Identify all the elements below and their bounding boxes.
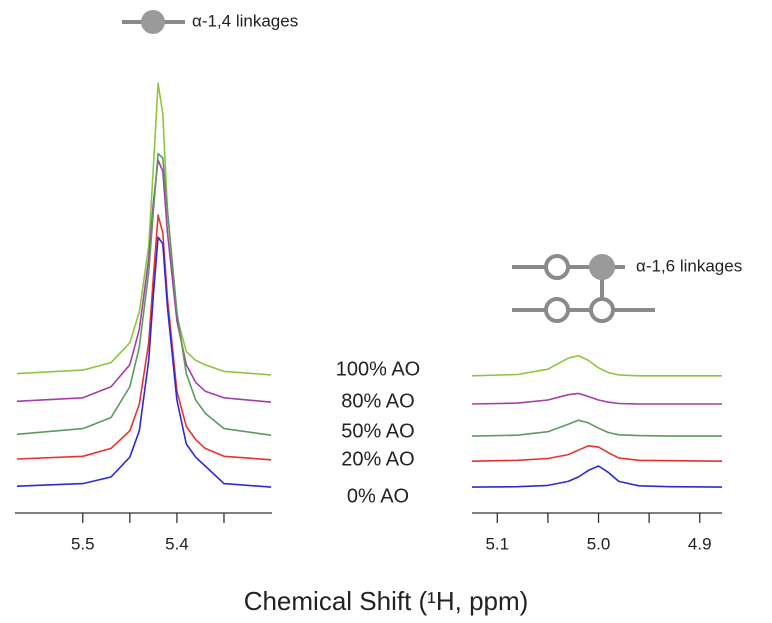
x-tick-label: 4.9 (688, 534, 712, 553)
x-tick-label: 5.1 (485, 534, 509, 553)
x-tick-label: 5.4 (165, 534, 189, 553)
series-label: 80% AO (341, 390, 414, 412)
series-label: 100% AO (336, 358, 421, 380)
annotation: α-1,6 linkages (636, 256, 742, 275)
spectrum-line (471, 419, 722, 437)
x-axis-label: Chemical Shift (¹H, ppm) (244, 586, 529, 616)
alpha-14-icon (122, 10, 185, 34)
alpha-16-icon (512, 254, 655, 323)
series-label: 0% AO (347, 485, 409, 507)
spectrum-line (16, 152, 272, 436)
x-tick-label: 5.5 (71, 534, 95, 553)
spectrum-line (16, 214, 272, 461)
spectrum-line (16, 159, 272, 403)
spectrum-line (16, 236, 272, 488)
spectrum-line (471, 354, 722, 377)
x-tick-label: 5.0 (587, 534, 611, 553)
series-label: 20% AO (341, 448, 414, 470)
spectrum-line (16, 82, 272, 376)
spectrum-line (471, 445, 723, 462)
spectrum-line (471, 392, 722, 405)
series-label: 50% AO (341, 420, 414, 442)
annotation: α-1,4 linkages (192, 11, 298, 30)
spectrum-line (471, 465, 723, 488)
